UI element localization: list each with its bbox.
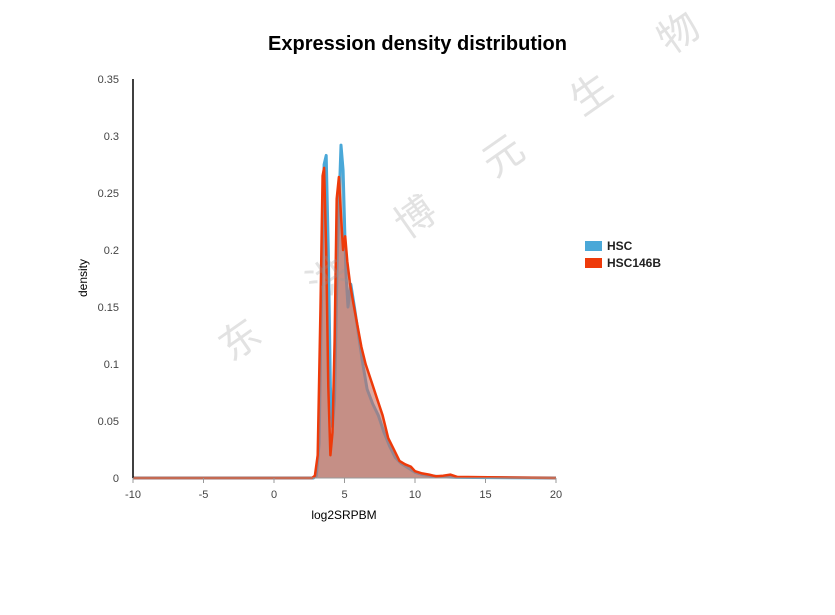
y-tick-label: 0.1 xyxy=(104,359,119,371)
x-tick-label: 5 xyxy=(341,489,347,501)
x-tick-label: -5 xyxy=(199,489,209,501)
x-tick-label: 10 xyxy=(409,489,421,501)
chart-title: Expression density distribution xyxy=(268,33,567,55)
density-line-hsc146b xyxy=(133,166,557,480)
y-tick-label: 0.2 xyxy=(104,245,119,257)
series-layer xyxy=(133,143,557,480)
legend-label-hsc: HSC xyxy=(607,238,633,253)
x-tick-label: 15 xyxy=(479,489,491,501)
x-tick-label: 0 xyxy=(271,489,277,501)
ticks-layer: 0 0.05 0.1 0.15 0.2 0.25 0.3 0.35 -10 -5 0 5 10 15 20 xyxy=(98,74,563,501)
legend: HSC HSC146B xyxy=(585,237,661,271)
density-area-hsc146b xyxy=(133,167,556,478)
y-tick-label: 0.05 xyxy=(98,416,119,428)
legend-item-hsc146b[interactable]: HSC146B xyxy=(585,254,661,271)
legend-swatch-hsc146b xyxy=(585,257,602,268)
y-tick-label: 0.15 xyxy=(98,302,119,314)
y-axis-label: density xyxy=(76,259,90,297)
x-tick-label: 20 xyxy=(550,489,562,501)
legend-item-hsc[interactable]: HSC xyxy=(585,237,661,254)
y-tick-label: 0.25 xyxy=(98,188,119,200)
x-tick-label: -10 xyxy=(125,489,141,501)
legend-swatch-hsc xyxy=(585,240,602,251)
y-tick-label: 0 xyxy=(113,473,119,485)
y-tick-label: 0.3 xyxy=(104,131,119,143)
y-tick-label: 0.35 xyxy=(98,74,119,86)
x-axis-label: log2SRPBM xyxy=(311,508,376,522)
legend-label-hsc146b: HSC146B xyxy=(607,255,662,270)
